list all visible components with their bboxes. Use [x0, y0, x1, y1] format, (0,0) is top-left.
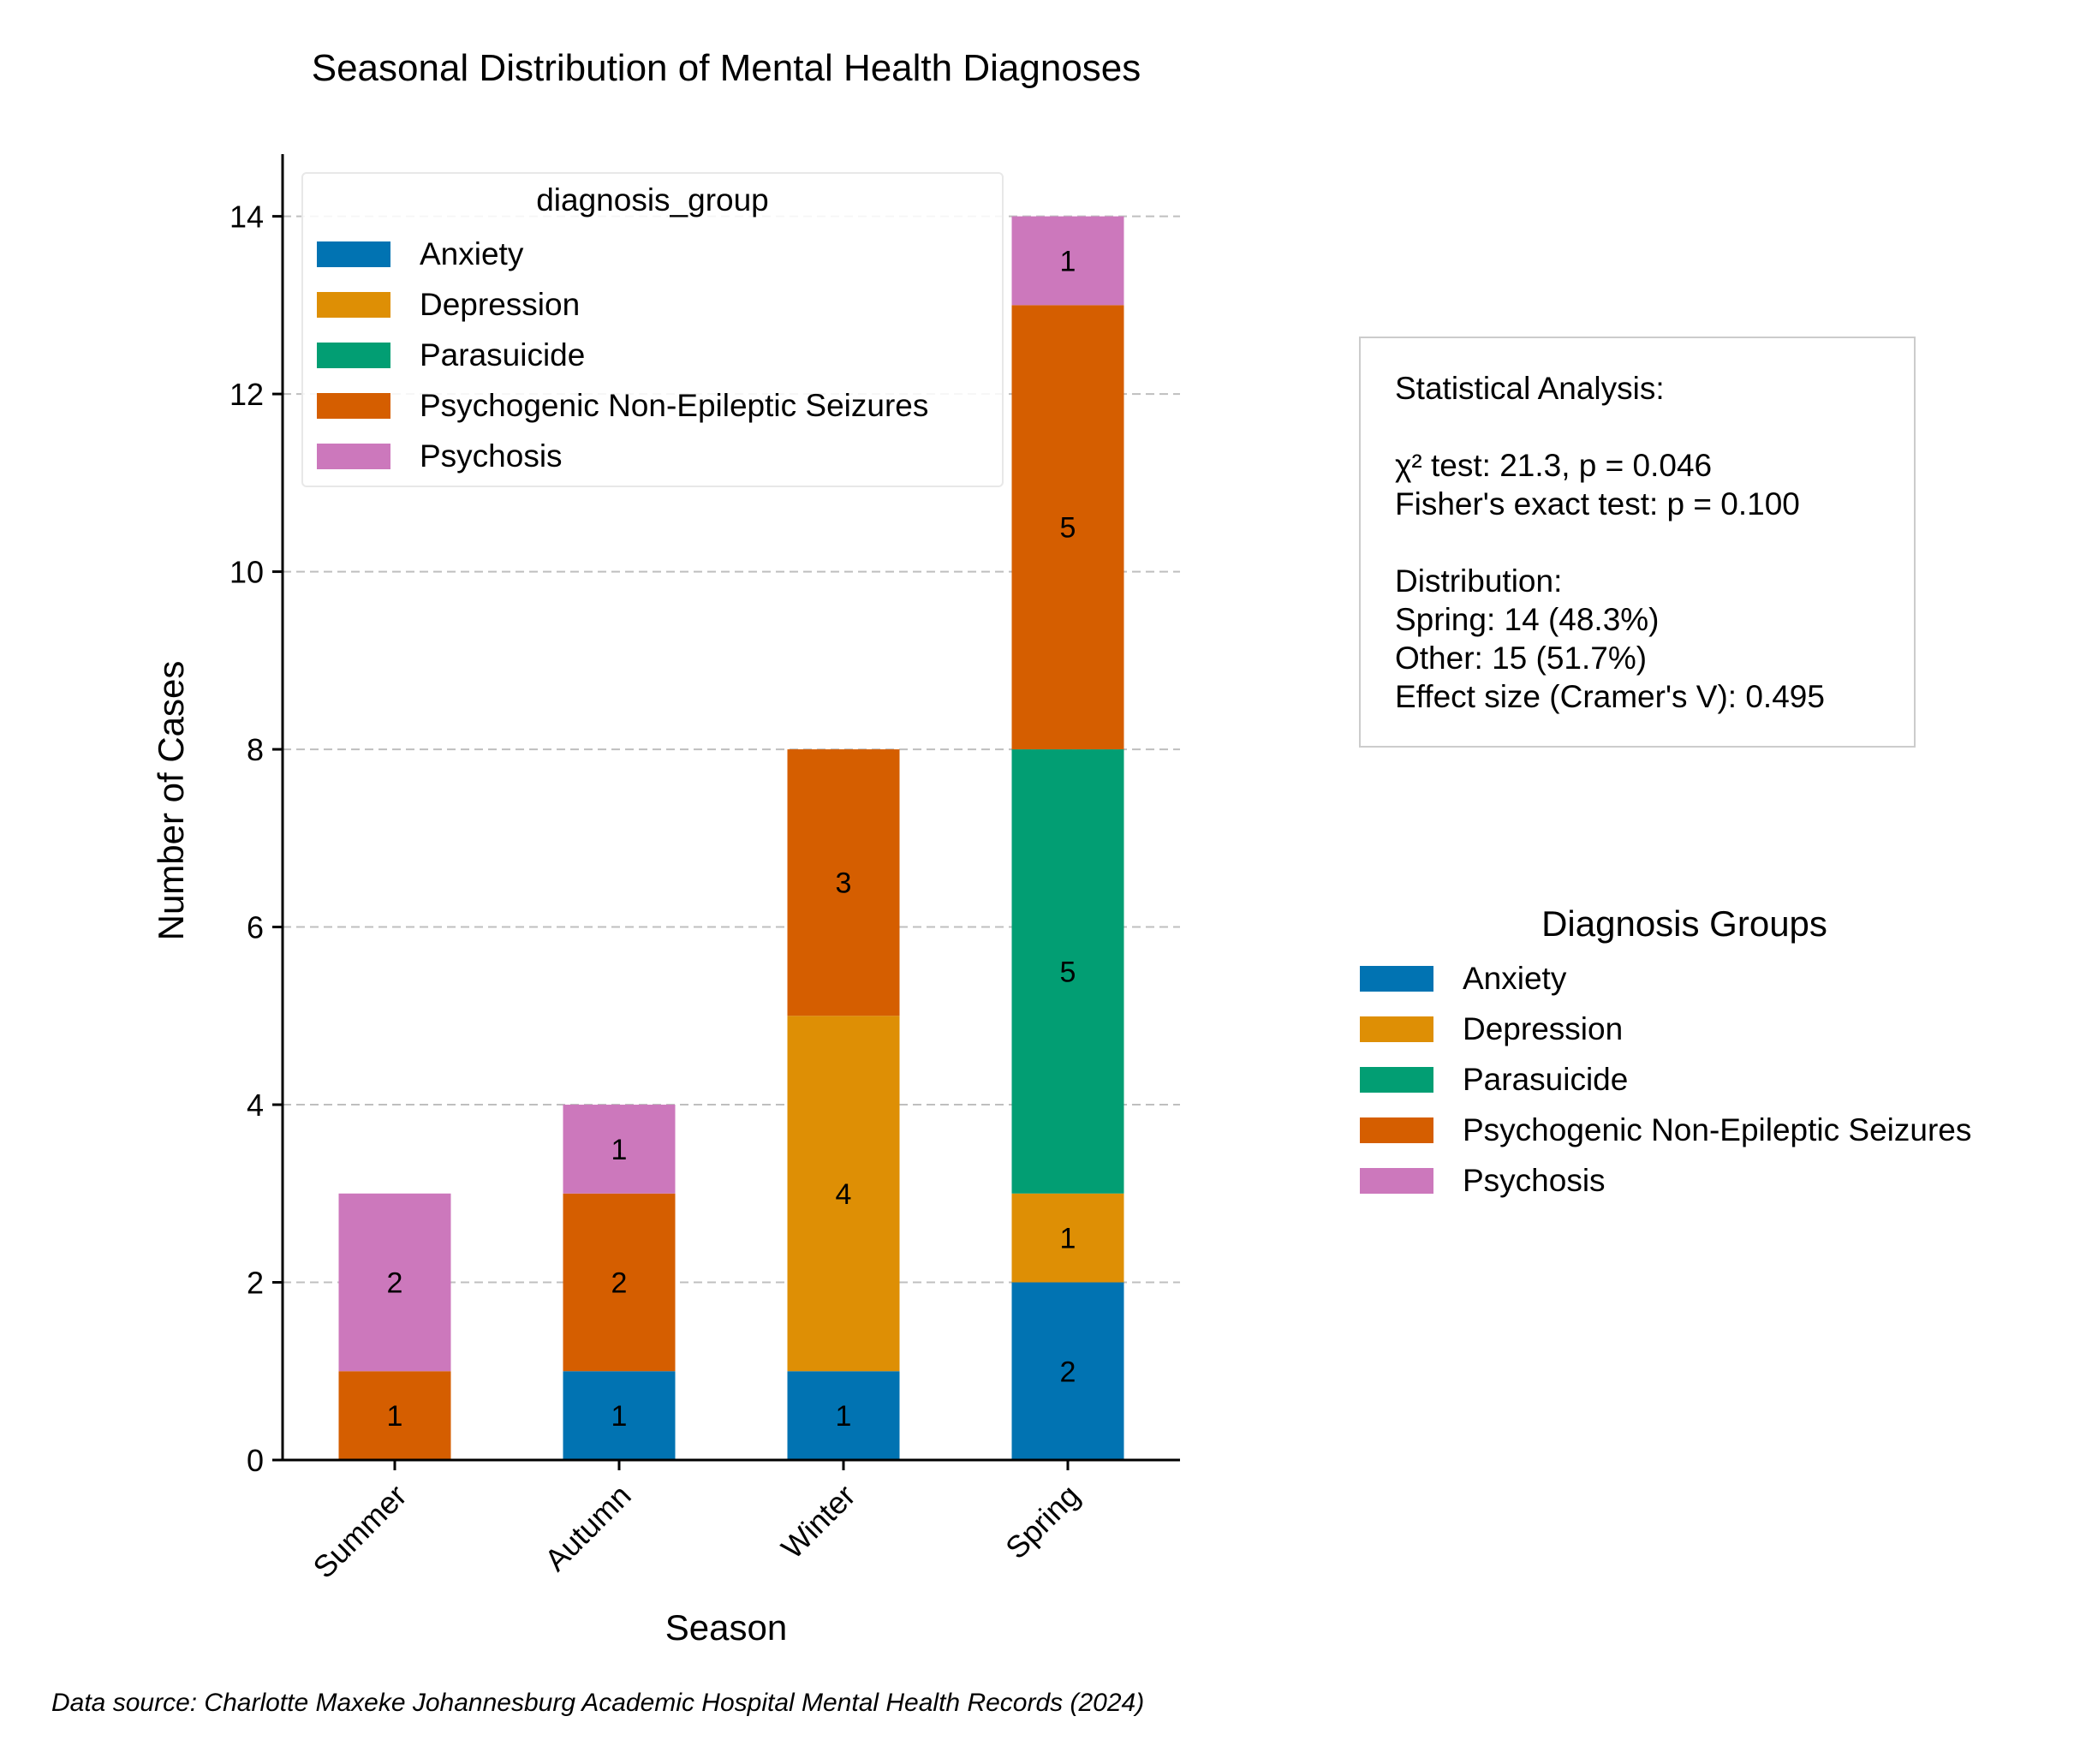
statistical-analysis-box: Statistical Analysis: χ² test: 21.3, p =…	[1359, 337, 1916, 748]
bar-segment	[787, 1016, 900, 1372]
bar-value-label: 2	[1060, 1356, 1076, 1388]
legend-swatch	[317, 292, 390, 318]
bar-value-label: 3	[836, 867, 852, 900]
legend-swatch	[1360, 1016, 1433, 1042]
legend-item: Psychogenic Non-Epileptic Seizures	[1360, 1112, 1972, 1147]
bar-value-label: 1	[611, 1134, 628, 1166]
legend-label: Depression	[420, 287, 581, 322]
bar-value-label: 1	[1060, 245, 1076, 277]
legend-swatch	[317, 444, 390, 469]
stats-distribution-heading: Distribution:	[1395, 563, 1563, 599]
bars	[338, 216, 1124, 1460]
bar-segment	[563, 1193, 676, 1372]
axes	[281, 154, 1180, 1462]
y-tick-label: 14	[229, 200, 264, 235]
x-tick-label: Spring	[998, 1478, 1087, 1566]
x-axis-label: Season	[665, 1607, 787, 1648]
bar-value-label: 5	[1060, 956, 1076, 988]
bar-segment	[787, 749, 900, 1016]
legend-item: Depression	[317, 287, 581, 322]
stats-chi2: χ² test: 21.3, p = 0.046	[1395, 448, 1713, 483]
legend-item: Anxiety	[1360, 961, 1567, 996]
legend-label: Psychosis	[420, 438, 563, 474]
bar-labels: 1 2 1 2 1 1 4 3 2 1 5 5 1	[387, 245, 1076, 1433]
stats-effect-size: Effect size (Cramer's V): 0.495	[1395, 679, 1825, 714]
y-tick-label: 2	[247, 1266, 264, 1301]
legend-label: Anxiety	[420, 236, 524, 271]
bar-value-label: 1	[1060, 1223, 1076, 1255]
stats-other: Other: 15 (51.7%)	[1395, 641, 1648, 676]
legend-swatch	[1360, 1067, 1433, 1093]
legend-swatch	[1360, 1117, 1433, 1143]
stats-heading: Statistical Analysis:	[1395, 371, 1665, 406]
legend-swatch	[317, 241, 390, 267]
x-tick-label: Autumn	[538, 1478, 638, 1578]
legend-swatch	[317, 343, 390, 368]
legend-swatch	[1360, 966, 1433, 992]
legend-diagnosis-group: diagnosis_group Anxiety Depression Parasui…	[301, 172, 1004, 487]
bar-value-label: 2	[611, 1267, 628, 1300]
bar-segment	[338, 1371, 451, 1460]
bar-segment	[563, 1371, 676, 1460]
bar-segment	[338, 1193, 451, 1372]
bar-segment	[1011, 305, 1124, 750]
bar-value-label: 1	[611, 1400, 628, 1433]
legend-label: Depression	[1463, 1011, 1624, 1046]
bar-value-label: 1	[387, 1400, 403, 1433]
legend-label: Psychogenic Non-Epileptic Seizures	[1463, 1112, 1972, 1147]
bar-segment	[563, 1105, 676, 1194]
y-tick-label: 12	[229, 377, 264, 412]
legend-item: Parasuicide	[1360, 1062, 1629, 1097]
bar-segment	[787, 1371, 900, 1460]
bar-segment	[1011, 1193, 1124, 1283]
y-ticks: 0 2 4 6 8 10 12 14	[229, 200, 283, 1478]
legend-item: Psychosis	[317, 438, 563, 474]
x-tick-label: Winter	[774, 1478, 862, 1566]
legend-item: Psychosis	[1360, 1163, 1606, 1198]
legend-label: Parasuicide	[420, 337, 586, 372]
y-tick-label: 10	[229, 555, 264, 590]
legend-label: Parasuicide	[1463, 1062, 1629, 1097]
data-source-footer: Data source: Charlotte Maxeke Johannesbu…	[51, 1689, 1145, 1717]
legend-swatch	[317, 393, 390, 419]
bar-segment	[1011, 1282, 1124, 1460]
stats-spring: Spring: 14 (48.3%)	[1395, 602, 1660, 637]
x-tick-label: Summer	[306, 1478, 413, 1585]
bar-value-label: 2	[387, 1267, 403, 1300]
legend-label: Psychosis	[1463, 1163, 1606, 1198]
y-tick-label: 4	[247, 1088, 264, 1123]
y-tick-label: 6	[247, 910, 264, 945]
bar-value-label: 1	[836, 1400, 852, 1433]
y-tick-label: 8	[247, 732, 264, 767]
bar-value-label: 4	[836, 1178, 852, 1211]
legend-item: Psychogenic Non-Epileptic Seizures	[317, 388, 929, 423]
bar-segment	[1011, 749, 1124, 1194]
legend-swatch	[1360, 1168, 1433, 1194]
legend-diagnosis-groups: Diagnosis Groups Anxiety Depression Parasu…	[1346, 903, 2048, 1212]
bar-value-label: 5	[1060, 512, 1076, 545]
y-axis-label: Number of Cases	[151, 661, 191, 941]
chart-title: Seasonal Distribution of Mental Health D…	[312, 47, 1141, 89]
y-tick-label: 0	[247, 1443, 264, 1478]
legend-title: diagnosis_group	[536, 182, 769, 218]
bar-segment	[1011, 216, 1124, 306]
legend-label: Psychogenic Non-Epileptic Seizures	[420, 388, 929, 423]
x-ticks: Summer Autumn Winter Spring	[306, 1460, 1087, 1585]
legend2-title: Diagnosis Groups	[1541, 903, 1827, 944]
legend-item: Depression	[1360, 1011, 1624, 1046]
legend-item: Parasuicide	[317, 337, 586, 372]
legend-label: Anxiety	[1463, 961, 1567, 996]
stats-fisher: Fisher's exact test: p = 0.100	[1395, 486, 1800, 521]
legend-item: Anxiety	[317, 236, 524, 271]
